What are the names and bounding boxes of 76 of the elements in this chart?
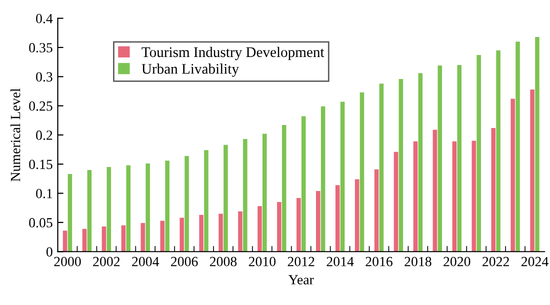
bar <box>258 206 262 252</box>
bar <box>140 223 146 252</box>
bar <box>277 202 282 252</box>
x-tick-label: 2004 <box>132 256 160 266</box>
x-tick-label: 2018 <box>404 256 432 266</box>
bar <box>413 141 418 252</box>
bar <box>452 141 457 252</box>
x-tick-label: 2022 <box>482 256 509 266</box>
legend-label: Urban Livability <box>142 64 239 77</box>
x-tick-label: 2020 <box>444 256 470 266</box>
x-tick-label: 2008 <box>210 256 237 266</box>
x-tick-label: 2006 <box>171 256 198 266</box>
bar <box>418 73 423 252</box>
bar <box>160 220 165 252</box>
bar <box>379 84 384 252</box>
y-tick-label: 0.4 <box>36 14 53 24</box>
bar <box>262 134 267 252</box>
bar <box>126 165 130 252</box>
bar <box>510 98 515 252</box>
bar <box>320 106 326 252</box>
bar <box>62 230 68 252</box>
bar <box>340 102 345 252</box>
bar <box>360 92 364 252</box>
bar <box>218 214 223 252</box>
bar <box>535 36 540 252</box>
y-tick-label: 0.35 <box>29 43 52 52</box>
bar <box>282 125 286 252</box>
bar <box>491 128 496 252</box>
bar <box>457 64 462 252</box>
bar <box>516 42 520 252</box>
x-tick-label: 2024 <box>521 256 548 266</box>
bar <box>199 214 204 252</box>
x-tick-label: 2000 <box>54 256 81 266</box>
bar <box>301 116 306 252</box>
x-axis-title: Year <box>288 275 314 284</box>
bar <box>296 198 301 252</box>
bar <box>165 160 170 252</box>
bar <box>374 169 379 252</box>
bar <box>243 139 248 252</box>
bar <box>394 152 398 252</box>
bar <box>476 55 481 252</box>
bar <box>432 130 438 252</box>
bar <box>335 185 340 252</box>
bar <box>180 218 184 252</box>
y-axis-title: Numerical Level <box>10 88 20 182</box>
x-tick-label: 2014 <box>326 256 354 266</box>
legend-label: Tourism Industry Development <box>142 46 324 60</box>
x-tick-label: 2012 <box>288 256 314 266</box>
bar <box>316 190 320 252</box>
y-tick-label: 0.3 <box>36 72 52 82</box>
bar <box>204 150 208 252</box>
y-tick-label: 0 <box>46 247 52 257</box>
y-tick-label: 0.05 <box>29 218 52 228</box>
y-tick-label: 0.15 <box>29 160 52 170</box>
x-tick-label: 2002 <box>93 256 120 266</box>
bar <box>354 179 360 252</box>
x-tick-label: 2016 <box>366 256 392 266</box>
bar <box>121 225 126 252</box>
bar <box>146 164 150 252</box>
bar <box>530 89 534 252</box>
bar <box>184 156 189 252</box>
bar <box>238 211 242 252</box>
y-tick-label: 0.2 <box>36 130 52 140</box>
y-tick-label: 0.25 <box>29 101 52 111</box>
x-tick-label: 2010 <box>248 256 276 266</box>
bar <box>82 228 87 252</box>
bar <box>106 167 112 252</box>
bar <box>224 144 228 252</box>
y-tick-label: 0.1 <box>36 188 52 198</box>
bar <box>438 66 442 252</box>
bar <box>472 140 476 252</box>
bar <box>496 50 500 252</box>
bar <box>398 78 404 252</box>
bar <box>102 226 106 252</box>
bar <box>87 170 92 252</box>
bar <box>68 174 72 252</box>
